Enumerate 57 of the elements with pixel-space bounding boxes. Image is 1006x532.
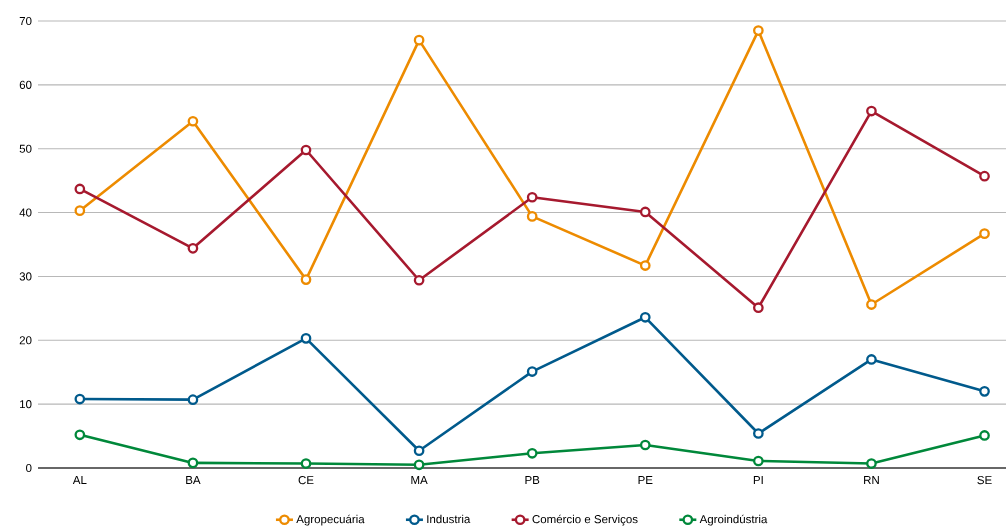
x-tick-label: BA	[186, 476, 201, 484]
legend-label: Comércio e Serviços	[532, 514, 638, 526]
point	[753, 428, 764, 439]
y-tick-label: 0	[26, 463, 32, 473]
point	[74, 429, 86, 441]
point	[639, 311, 651, 323]
point	[300, 274, 312, 285]
y-tick-label: 40	[19, 208, 32, 217]
x-tick-label: PI	[753, 476, 763, 484]
y-tick-label: 60	[19, 80, 32, 89]
y-tick-label: 10	[20, 400, 32, 409]
x-tick-label: MA	[411, 476, 428, 484]
x-tick-label: CE	[298, 476, 314, 485]
point	[753, 25, 764, 36]
point	[526, 366, 538, 377]
point	[866, 105, 877, 117]
point	[413, 274, 425, 286]
x-tick-label: PB	[525, 476, 540, 484]
point	[979, 170, 990, 182]
point	[187, 115, 199, 127]
point	[74, 205, 86, 217]
x-tick-label: SE	[977, 476, 992, 485]
point	[639, 206, 651, 218]
point	[300, 333, 312, 344]
point	[300, 458, 312, 469]
point	[187, 242, 199, 254]
point	[979, 386, 990, 397]
legend-label: Industria	[427, 514, 471, 524]
point	[300, 144, 312, 156]
point	[753, 302, 764, 314]
point	[526, 447, 538, 459]
point	[979, 430, 990, 441]
x-tick-label: PE	[638, 476, 653, 484]
y-tick-label: 50	[19, 144, 32, 153]
legend-label: Agroindústria	[699, 514, 768, 526]
point	[413, 34, 425, 46]
point	[866, 458, 877, 469]
x-tick-label: AL	[72, 476, 87, 484]
point	[639, 260, 651, 271]
legend-label: Agropecuária	[296, 514, 365, 526]
point	[413, 459, 425, 471]
point	[74, 183, 86, 195]
point	[187, 457, 199, 469]
point	[979, 228, 990, 239]
y-tick-label: 70	[19, 16, 32, 26]
x-tick-label: RN	[864, 476, 879, 484]
point	[74, 393, 86, 405]
point	[866, 299, 877, 310]
point	[639, 439, 651, 451]
y-tick-label: 20	[19, 336, 32, 345]
point	[526, 211, 538, 222]
point	[526, 191, 538, 203]
point	[413, 445, 425, 457]
y-tick-label: 30	[19, 272, 32, 281]
point	[866, 354, 877, 365]
point	[753, 455, 764, 467]
point	[187, 394, 199, 406]
